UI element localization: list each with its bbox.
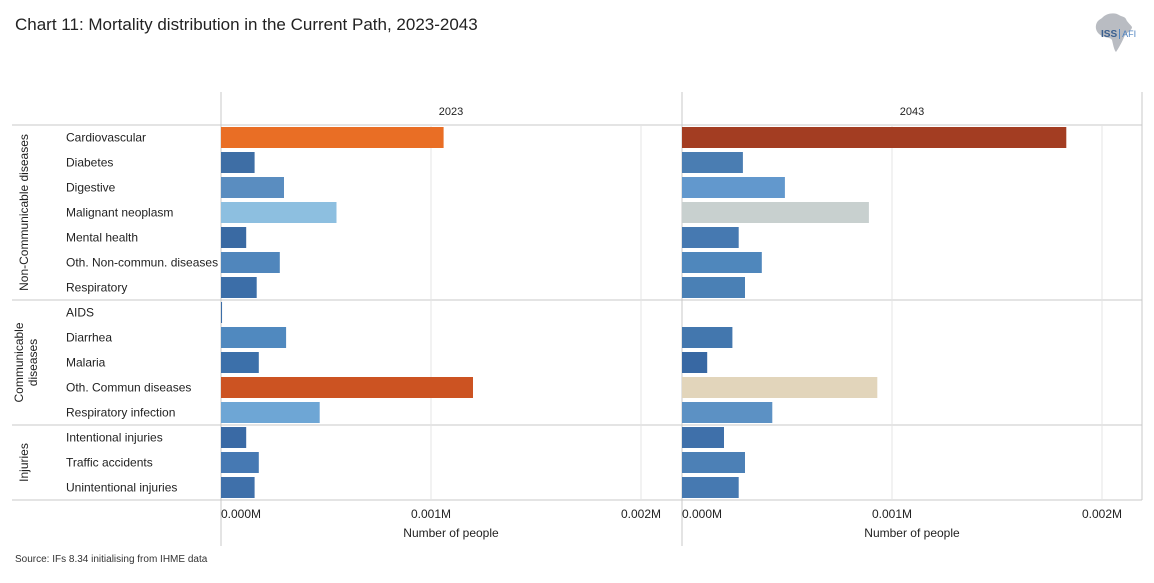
x-tick-label: 0.001M	[872, 507, 912, 521]
x-tick-label: 0.002M	[1082, 507, 1122, 521]
bar-2023-diabetes	[221, 152, 255, 173]
bar-2043-unintentional-injuries	[682, 477, 739, 498]
bar-2023-aids	[221, 302, 223, 323]
chart-title: Chart 11: Mortality distribution in the …	[15, 15, 478, 34]
panel-title: 2023	[439, 106, 463, 118]
category-label: Diabetes	[66, 156, 113, 170]
category-label: Digestive	[66, 181, 116, 195]
category-label: Cardiovascular	[66, 131, 146, 145]
bar-2043-oth-commun-diseases	[682, 377, 878, 398]
bar-2043-cardiovascular	[682, 127, 1067, 148]
bar-2043-malignant-neoplasm	[682, 202, 869, 223]
group-label: diseases	[26, 339, 40, 386]
bar-2043-intentional-injuries	[682, 427, 724, 448]
category-label: Diarrhea	[66, 331, 112, 345]
bar-2043-mental-health	[682, 227, 739, 248]
bar-2023-cardiovascular	[221, 127, 444, 148]
x-axis-label: Number of people	[864, 526, 960, 540]
source-note: Source: IFs 8.34 initialising from IHME …	[15, 554, 208, 565]
x-axis-label: Number of people	[403, 526, 499, 540]
bar-2043-diabetes	[682, 152, 743, 173]
bar-2023-respiratory-infection	[221, 402, 320, 423]
category-label: Oth. Non-commun. diseases	[66, 256, 218, 270]
category-label: Intentional injuries	[66, 431, 163, 445]
category-label: Respiratory	[66, 281, 127, 295]
category-label: AIDS	[66, 306, 94, 320]
bar-2023-diarrhea	[221, 327, 287, 348]
bar-2023-malaria	[221, 352, 259, 373]
africa-map-icon	[1095, 13, 1132, 52]
bar-2043-malaria	[682, 352, 708, 373]
group-label: Non-Communicable diseases	[17, 134, 31, 291]
category-label: Unintentional injuries	[66, 481, 177, 495]
bar-2023-unintentional-injuries	[221, 477, 255, 498]
x-tick-label: 0.000M	[682, 507, 722, 521]
bar-2023-mental-health	[221, 227, 247, 248]
bar-2023-oth-non-commun-diseases	[221, 252, 280, 273]
bar-2043-traffic-accidents	[682, 452, 745, 473]
panel-title: 2043	[900, 106, 924, 118]
bar-2023-digestive	[221, 177, 284, 198]
category-label: Traffic accidents	[66, 456, 153, 470]
bar-2023-intentional-injuries	[221, 427, 247, 448]
category-label: Malignant neoplasm	[66, 206, 173, 220]
x-tick-label: 0.001M	[411, 507, 451, 521]
logo-afi: AFI	[1119, 29, 1137, 39]
category-label: Respiratory infection	[66, 406, 175, 420]
bar-2043-respiratory-infection	[682, 402, 773, 423]
x-tick-label: 0.000M	[221, 507, 261, 521]
category-label: Malaria	[66, 356, 106, 370]
bar-2043-oth-non-commun-diseases	[682, 252, 762, 273]
bar-2023-oth-commun-diseases	[221, 377, 473, 398]
group-label: Injuries	[17, 443, 31, 482]
bar-2043-diarrhea	[682, 327, 733, 348]
logo-text: ISS AFI	[1101, 29, 1137, 40]
bar-2043-respiratory	[682, 277, 745, 298]
bar-2023-malignant-neoplasm	[221, 202, 337, 223]
bar-2023-traffic-accidents	[221, 452, 259, 473]
category-label: Oth. Commun diseases	[66, 381, 191, 395]
group-label: Communicable	[12, 322, 26, 402]
bar-2023-respiratory	[221, 277, 257, 298]
category-label: Mental health	[66, 231, 138, 245]
x-tick-label: 0.002M	[621, 507, 661, 521]
logo-iss: ISS	[1101, 29, 1118, 40]
bar-2043-digestive	[682, 177, 785, 198]
